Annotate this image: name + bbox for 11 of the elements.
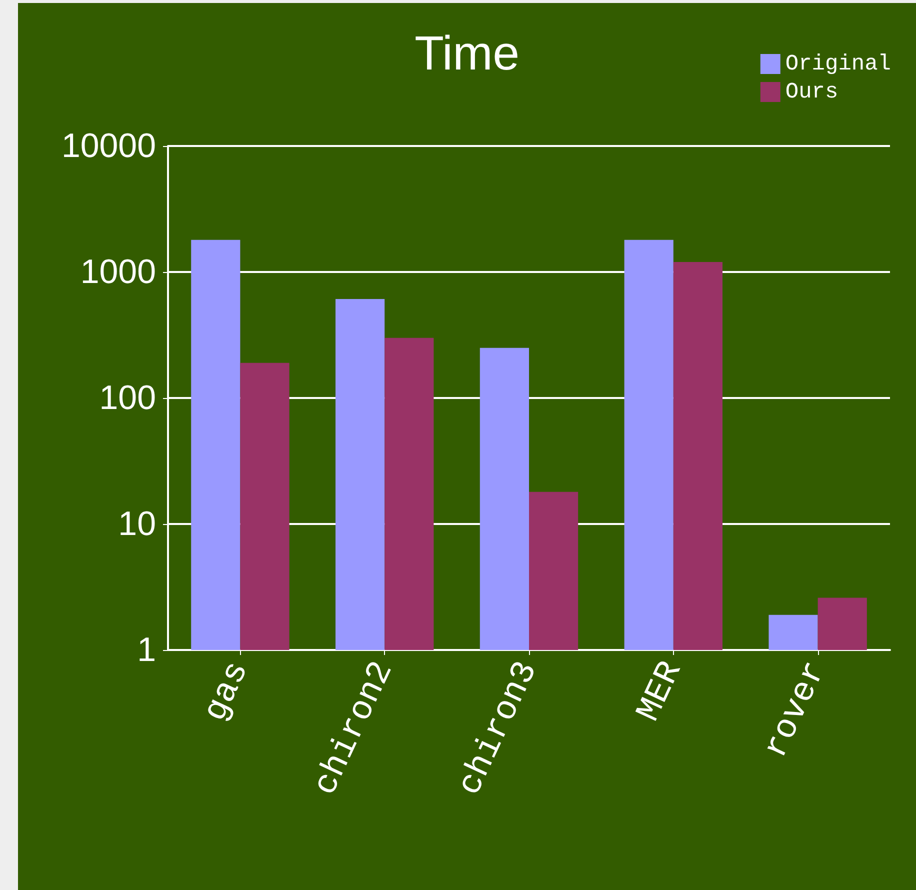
y-tick-label: 100: [99, 379, 156, 417]
legend-label: Ours: [785, 80, 838, 104]
x-tick-label: rover: [757, 656, 836, 764]
y-tick-label: 1000: [80, 253, 156, 291]
y-tick-label: 10000: [61, 127, 156, 165]
x-tick-label: gas: [197, 656, 258, 728]
x-tick-label: MER: [630, 656, 691, 728]
y-tick-label: 1: [137, 631, 156, 669]
legend-label: Original: [785, 52, 892, 76]
y-tick-label: 10: [118, 505, 156, 543]
chart-title: Time: [414, 28, 520, 80]
